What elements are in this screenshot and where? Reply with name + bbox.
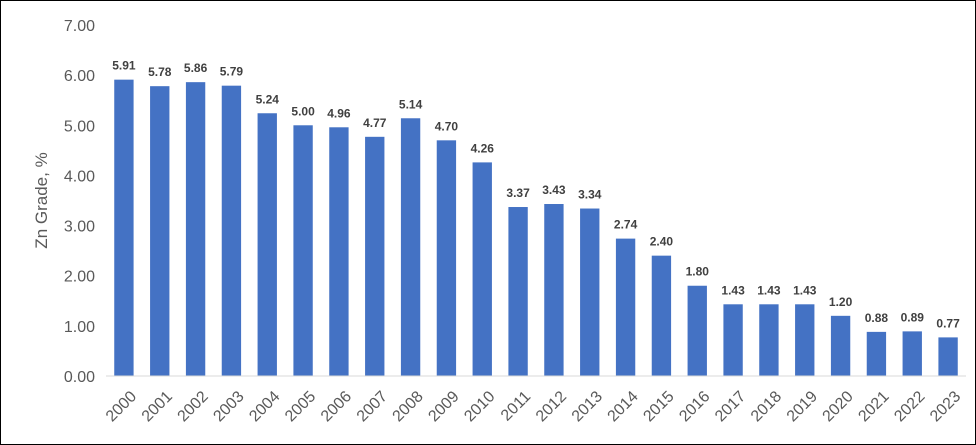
bar-2008 — [400, 118, 421, 376]
data-label-2006: 4.96 — [327, 106, 351, 120]
bar-2009 — [436, 140, 457, 376]
bar-2016 — [687, 285, 707, 376]
data-label-2001: 5.78 — [148, 65, 172, 79]
bar-2010 — [472, 162, 492, 376]
bar-2022 — [902, 331, 922, 376]
x-tick-label-2002: 2002 — [175, 388, 212, 425]
y-tick-label: 1.00 — [64, 319, 95, 336]
data-label-2019: 1.43 — [793, 283, 817, 297]
x-tick-label-2023: 2023 — [927, 388, 964, 425]
bar-2018 — [759, 304, 779, 376]
x-tick-label-2013: 2013 — [569, 388, 606, 425]
x-tick-label-2015: 2015 — [640, 388, 677, 425]
x-tick-label-2011: 2011 — [498, 388, 534, 424]
y-tick-label: 0.00 — [64, 369, 95, 386]
data-label-2017: 1.43 — [721, 283, 745, 297]
x-tick-label-2018: 2018 — [748, 388, 785, 425]
bar-2011 — [508, 207, 528, 376]
data-label-2013: 3.34 — [578, 188, 602, 202]
x-tick-label-2008: 2008 — [390, 388, 427, 425]
x-tick-label-2019: 2019 — [784, 388, 821, 425]
x-tick-label-2010: 2010 — [461, 388, 498, 425]
bar-2001 — [150, 86, 170, 376]
x-tick-label-2000: 2000 — [103, 388, 140, 425]
data-label-2005: 5.00 — [291, 104, 315, 118]
data-label-2010: 4.26 — [471, 141, 495, 155]
x-tick-label-2012: 2012 — [533, 388, 570, 425]
data-label-2014: 2.74 — [614, 218, 638, 232]
x-tick-label-2005: 2005 — [282, 388, 319, 425]
x-tick-label-2014: 2014 — [605, 388, 642, 425]
bar-2005 — [293, 125, 313, 377]
bar-2004 — [257, 113, 277, 376]
x-tick-label-2021: 2021 — [855, 388, 892, 425]
data-label-2003: 5.79 — [220, 65, 244, 79]
x-tick-label-2009: 2009 — [425, 388, 462, 425]
x-tick-label-2001: 2001 — [139, 388, 176, 425]
bar-2002 — [185, 82, 206, 377]
data-label-2022: 0.89 — [901, 310, 925, 324]
data-label-2023: 0.77 — [936, 316, 960, 330]
data-label-2000: 5.91 — [112, 59, 136, 73]
bars — [114, 79, 958, 377]
y-axis-ticks: 0.00 1.00 2.00 3.00 4.00 5.00 6.00 7.00 — [64, 18, 95, 386]
data-labels: 5.91 5.78 5.86 5.79 5.24 5.00 4.96 4.77 5.14 4.70… — [112, 59, 960, 331]
bar-2019 — [795, 304, 815, 376]
bar-2017 — [723, 304, 743, 376]
data-label-2002: 5.86 — [184, 61, 208, 75]
data-label-2012: 3.43 — [542, 183, 566, 197]
y-tick-label: 2.00 — [64, 269, 95, 286]
x-tick-label-2022: 2022 — [891, 388, 928, 425]
data-label-2007: 4.77 — [363, 116, 387, 130]
x-tick-label-2016: 2016 — [676, 388, 713, 425]
bar-2007 — [365, 136, 385, 376]
y-tick-label: 5.00 — [64, 118, 95, 135]
y-axis-title: Zn Grade, % — [32, 152, 51, 248]
data-label-2004: 5.24 — [256, 92, 280, 106]
y-tick-label: 4.00 — [64, 168, 95, 185]
bar-2013 — [580, 208, 600, 376]
y-tick-label: 6.00 — [64, 68, 95, 85]
data-label-2009: 4.70 — [435, 119, 459, 133]
bar-2020 — [830, 315, 851, 376]
data-label-2008: 5.14 — [399, 97, 423, 111]
data-label-2018: 1.43 — [757, 283, 781, 297]
bar-2000 — [114, 79, 134, 377]
y-tick-label: 7.00 — [64, 18, 95, 35]
bar-2006 — [329, 127, 349, 376]
x-tick-label-2003: 2003 — [210, 388, 247, 425]
data-label-2015: 2.40 — [650, 235, 674, 249]
x-tick-label-2007: 2007 — [354, 388, 391, 425]
x-tick-label-2020: 2020 — [820, 388, 857, 425]
x-tick-label-2006: 2006 — [318, 388, 355, 425]
x-axis-ticks: 2000200120022003200420052006200720082009… — [103, 388, 964, 425]
data-label-2020: 1.20 — [829, 295, 853, 309]
bar-2014 — [615, 238, 636, 376]
bar-2012 — [544, 204, 564, 376]
bar-2003 — [221, 85, 242, 377]
bar-2015 — [651, 255, 672, 376]
x-tick-label-2004: 2004 — [246, 388, 283, 425]
data-label-2011: 3.37 — [506, 186, 530, 200]
bar-2021 — [866, 331, 887, 376]
bar-2023 — [938, 337, 958, 376]
data-label-2016: 1.80 — [686, 265, 710, 279]
x-tick-label-2017: 2017 — [712, 388, 749, 425]
y-tick-label: 3.00 — [64, 219, 95, 236]
data-label-2021: 0.88 — [865, 311, 889, 325]
